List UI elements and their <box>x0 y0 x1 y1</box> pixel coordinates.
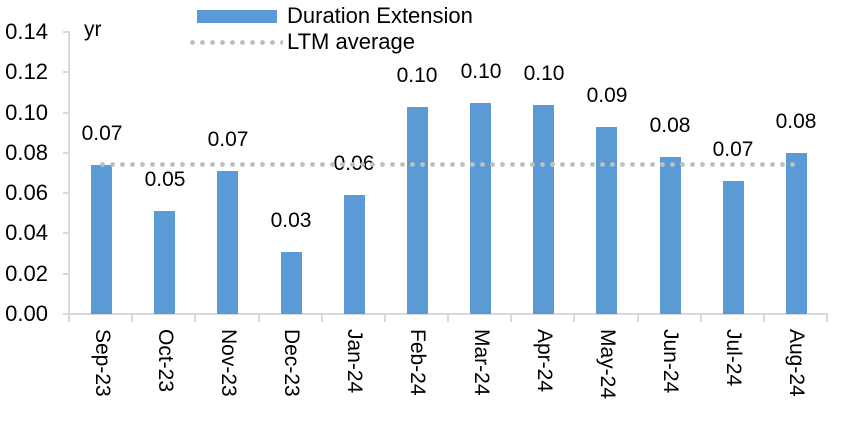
x-axis-tick-mark <box>258 314 260 322</box>
bar-value-label: 0.10 <box>523 62 565 85</box>
bar-value-label: 0.07 <box>81 122 123 145</box>
x-axis-tick-mark <box>384 314 386 322</box>
x-axis-tick-mark <box>510 314 512 322</box>
y-axis-tick-mark <box>63 232 70 234</box>
x-axis-tick-mark <box>68 314 70 322</box>
x-axis-category-label: May-24 <box>596 329 619 400</box>
y-axis-tick-mark <box>63 71 70 73</box>
x-axis-category-label: Oct-23 <box>154 329 177 393</box>
bar-value-label: 0.05 <box>144 168 186 191</box>
bar <box>154 211 175 314</box>
bar <box>91 165 112 314</box>
legend-item-duration-extension: Duration Extension <box>190 3 473 29</box>
y-axis-tick-label: 0.04 <box>5 220 48 245</box>
y-axis-tick-mark <box>63 112 70 114</box>
ltm-average-dotted-swatch-icon <box>190 39 283 45</box>
bar-value-label: 0.09 <box>586 84 628 107</box>
bar-value-label: 0.08 <box>649 114 691 137</box>
x-axis-tick-mark <box>637 314 639 322</box>
bar-value-label: 0.07 <box>207 128 249 151</box>
x-axis-category-label: Mar-24 <box>470 329 493 396</box>
y-axis-tick-label: 0.02 <box>5 261 48 286</box>
bar <box>470 103 491 314</box>
bar <box>596 127 617 314</box>
x-axis-category-label: Jul-24 <box>722 329 745 387</box>
bar-value-label: 0.10 <box>460 60 502 83</box>
x-axis-category-label: Nov-23 <box>217 329 240 397</box>
x-axis-tick-mark <box>194 314 196 322</box>
x-axis-tick-mark <box>573 314 575 322</box>
y-axis-tick-mark <box>63 152 70 154</box>
y-axis-tick-label: 0.12 <box>5 59 48 84</box>
bar <box>281 252 302 314</box>
x-axis-category-label: Jun-24 <box>659 329 682 394</box>
x-axis-tick-mark <box>700 314 702 322</box>
y-axis-tick-mark <box>63 192 70 194</box>
x-axis-tick-mark <box>131 314 133 322</box>
bar <box>407 107 428 314</box>
y-axis-tick-label: 0.10 <box>5 100 48 125</box>
x-axis-category-label: Jan-24 <box>343 329 366 394</box>
bar <box>344 195 365 314</box>
x-axis-category-label: Feb-24 <box>406 329 429 396</box>
bar-value-label: 0.08 <box>775 110 817 133</box>
y-axis-tick-mark <box>63 31 70 33</box>
x-axis-tick-mark <box>826 314 828 322</box>
y-axis-line <box>68 32 70 314</box>
bar <box>786 153 807 314</box>
bar-value-label: 0.07 <box>712 138 754 161</box>
x-axis-category-label: Dec-23 <box>280 329 303 397</box>
ltm-average-line <box>100 162 799 167</box>
x-axis-category-label: Sep-23 <box>91 329 114 397</box>
legend-label-duration-extension: Duration Extension <box>287 3 473 28</box>
bar <box>533 105 554 314</box>
legend-swatch-wrap <box>190 3 283 29</box>
chart-legend: Duration Extension LTM average <box>190 3 473 55</box>
duration-extension-swatch-icon <box>196 9 277 23</box>
x-axis-tick-mark <box>763 314 765 322</box>
y-axis-unit-label: yr <box>84 18 102 41</box>
y-axis-tick-mark <box>63 273 70 275</box>
bar-value-label: 0.10 <box>396 64 438 87</box>
bar-value-label: 0.03 <box>270 209 312 232</box>
y-axis-tick-label: 0.06 <box>5 180 48 205</box>
y-axis-tick-mark <box>63 313 70 315</box>
x-axis-category-label: Aug-24 <box>785 329 808 397</box>
bar <box>217 171 238 314</box>
x-axis-category-label: Apr-24 <box>533 329 556 393</box>
y-axis-tick-label: 0.08 <box>5 140 48 165</box>
legend-swatch-wrap <box>190 29 283 55</box>
legend-label-ltm-average: LTM average <box>287 29 415 54</box>
legend-item-ltm-average: LTM average <box>190 29 473 55</box>
x-axis-tick-mark <box>321 314 323 322</box>
x-axis-tick-mark <box>447 314 449 322</box>
bar <box>660 157 681 314</box>
y-axis-tick-label: 0.14 <box>5 19 48 44</box>
y-axis-tick-label: 0.00 <box>5 301 48 326</box>
bar <box>723 181 744 314</box>
